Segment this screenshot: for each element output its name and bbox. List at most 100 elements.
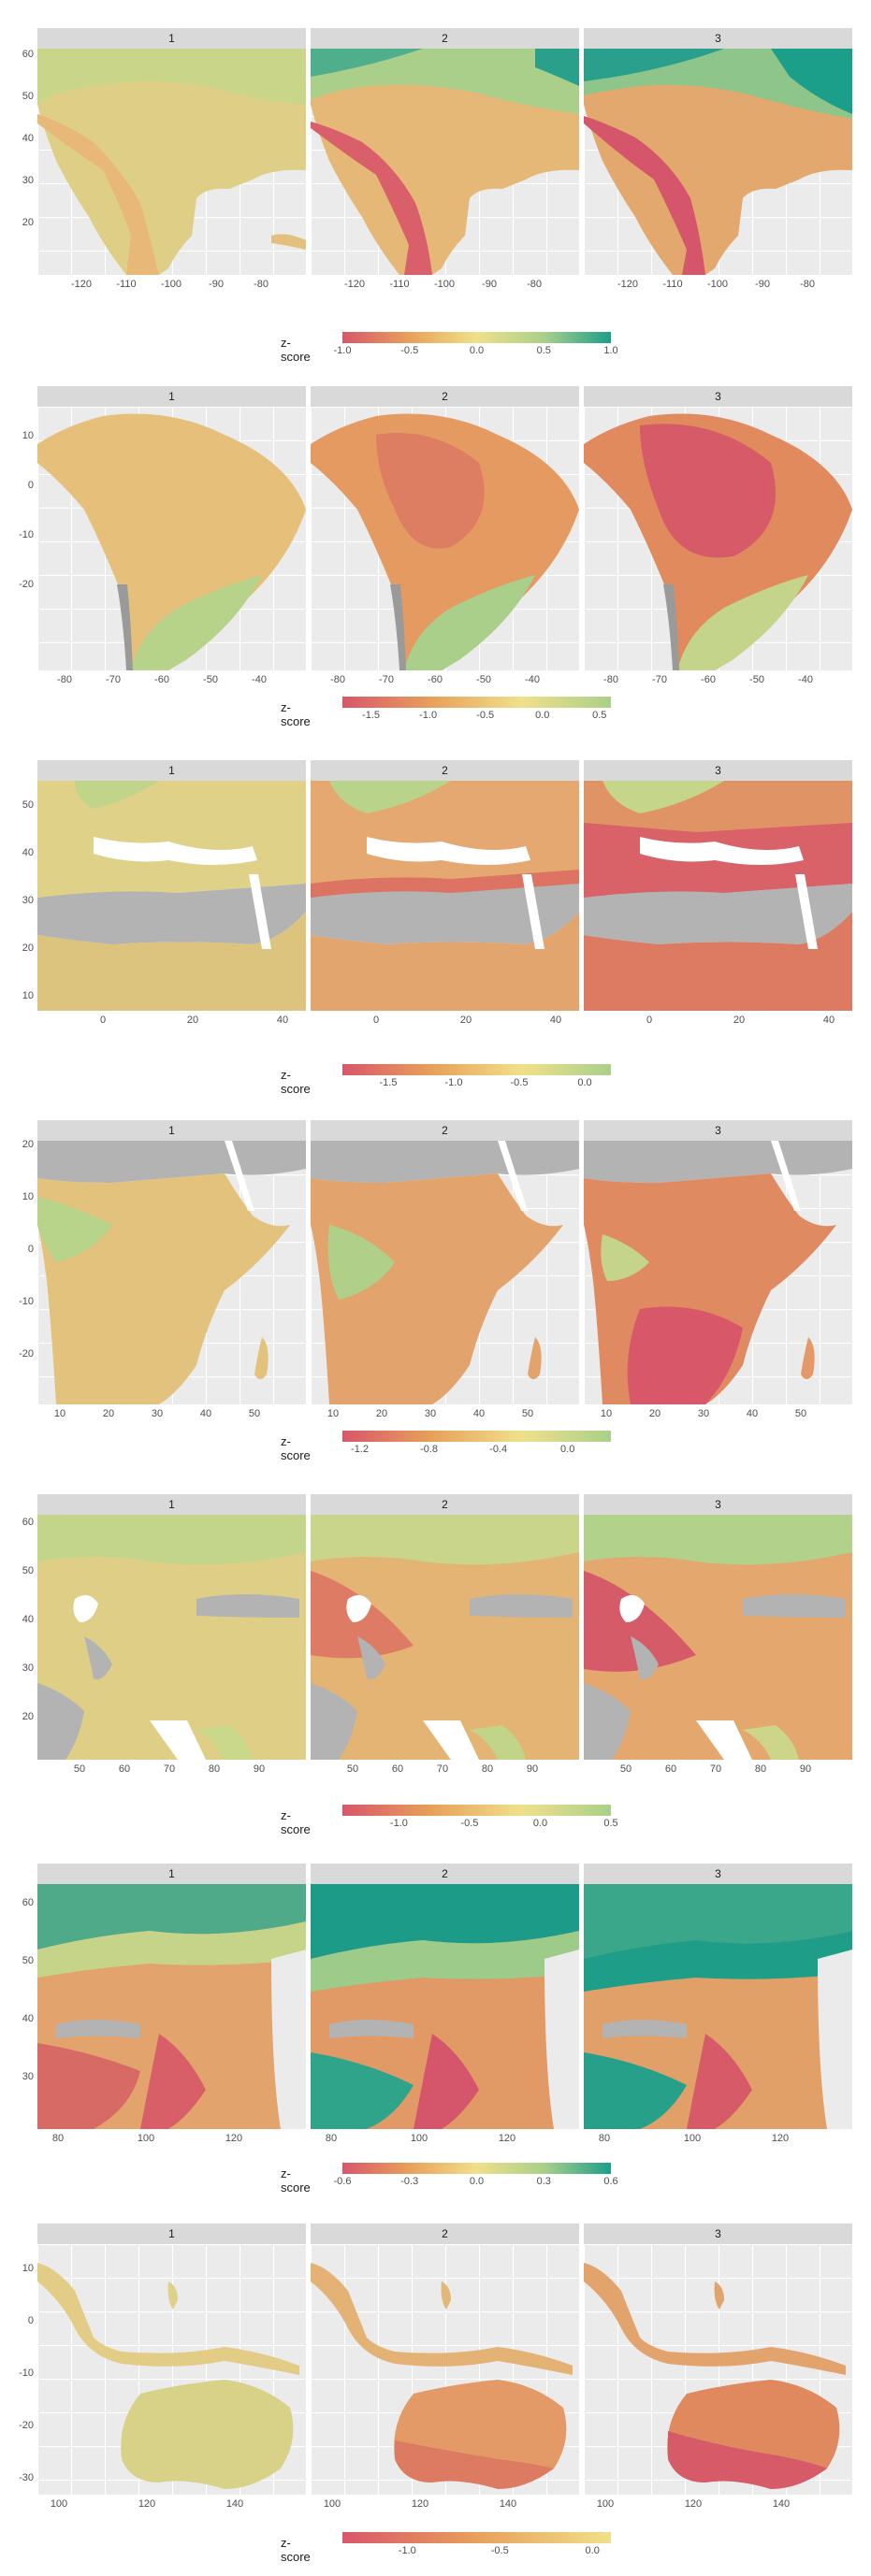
x-tick: 50 xyxy=(346,1763,359,1775)
x-tick: 10 xyxy=(327,1408,340,1419)
panel-2: 2 xyxy=(311,760,579,1011)
legend-title: z-score xyxy=(281,2536,311,2564)
panel-strip: 2 xyxy=(311,760,579,781)
map-plot xyxy=(37,49,306,275)
x-tick: 40 xyxy=(746,1408,759,1419)
y-tick: 60 xyxy=(22,49,34,60)
region-europe-north-africa: 50 40 30 20 10 1 2 xyxy=(0,760,871,1097)
legend-title: z-score xyxy=(281,1434,311,1462)
panel-3: 3 xyxy=(584,1494,852,1760)
legend-tick: 0.0 xyxy=(469,2176,485,2187)
map-plot xyxy=(584,781,852,1011)
x-tick: -110 xyxy=(116,279,137,290)
y-tick: 50 xyxy=(22,1955,34,1966)
legend-tick: -0.5 xyxy=(400,345,419,356)
region-north-america: 60 50 40 30 20 1 2 3 xyxy=(0,28,871,365)
legend-tick: 0.5 xyxy=(536,345,551,356)
x-tick: 0 xyxy=(372,1015,380,1026)
panel-1: 1 xyxy=(37,1494,306,1760)
legend-tick: -1.0 xyxy=(333,345,352,356)
map-raster xyxy=(37,2263,299,2489)
x-tick: 100 xyxy=(683,2133,702,2144)
x-tick: 20 xyxy=(648,1408,661,1419)
legend-tick: 0.0 xyxy=(560,1444,575,1455)
y-tick: 0 xyxy=(27,480,34,491)
x-tick: 50 xyxy=(794,1408,807,1419)
panel-strip: 1 xyxy=(37,28,306,49)
x-tick: -70 xyxy=(379,674,394,685)
y-tick: 40 xyxy=(22,1614,34,1625)
x-tick: 40 xyxy=(472,1408,486,1419)
legend-tick: -0.5 xyxy=(490,2545,509,2556)
legend-tick: -0.3 xyxy=(400,2176,419,2187)
y-tick: 20 xyxy=(22,943,34,954)
x-tick: 100 xyxy=(137,2133,155,2144)
panel-strip: 1 xyxy=(37,760,306,781)
map-raster xyxy=(37,1515,306,1760)
y-tick: -20 xyxy=(19,1348,34,1360)
legend-tick: 0.0 xyxy=(535,710,550,721)
panel-strip: 3 xyxy=(584,386,852,407)
x-tick: 100 xyxy=(410,2133,428,2144)
map-plot xyxy=(584,2244,852,2495)
x-tick: 90 xyxy=(253,1763,266,1775)
map-raster xyxy=(584,2263,846,2489)
x-tick: 100 xyxy=(323,2498,341,2510)
panel-strip: 1 xyxy=(37,1494,306,1515)
x-tick: 80 xyxy=(754,1763,767,1775)
x-tick: 90 xyxy=(526,1763,539,1775)
x-tick: 20 xyxy=(375,1408,388,1419)
x-tick: 40 xyxy=(549,1015,562,1026)
x-tick: 30 xyxy=(424,1408,437,1419)
y-tick: 40 xyxy=(22,2013,34,2024)
legend-title: z-score xyxy=(281,336,311,364)
region-east-asia: 60 50 40 30 1 2 xyxy=(0,1864,871,2200)
panel-strip: 3 xyxy=(584,28,852,49)
x-tick: 120 xyxy=(138,2498,156,2510)
panel-2: 2 xyxy=(311,1864,579,2129)
x-tick: -100 xyxy=(706,279,729,290)
y-tick: 50 xyxy=(22,1565,34,1576)
legend-title: z-score xyxy=(281,1068,311,1096)
region-middle-east-south-asia: 60 50 40 30 20 1 2 xyxy=(0,1494,871,1836)
x-tick: 60 xyxy=(118,1763,131,1775)
legend-tick: -0.4 xyxy=(489,1444,508,1455)
colorbar xyxy=(342,697,611,708)
x-tick: -50 xyxy=(749,674,764,685)
x-tick: 60 xyxy=(391,1763,404,1775)
x-tick: 70 xyxy=(163,1763,176,1775)
x-tick: -70 xyxy=(652,674,667,685)
map-raster xyxy=(311,781,579,1011)
map-plot xyxy=(584,49,852,275)
map-raster xyxy=(37,1884,306,2129)
panel-strip: 1 xyxy=(37,1864,306,1884)
y-tick: -10 xyxy=(19,2367,34,2379)
x-tick: 40 xyxy=(822,1015,835,1026)
x-tick: 70 xyxy=(709,1763,722,1775)
x-tick: -60 xyxy=(701,674,716,685)
panel-3: 3 xyxy=(584,386,852,670)
panel-1: 1 xyxy=(37,2223,306,2495)
colorbar xyxy=(342,1064,611,1075)
panel-1: 1 xyxy=(37,386,306,670)
x-tick: 100 xyxy=(596,2498,615,2510)
map-plot xyxy=(311,781,579,1011)
map-plot xyxy=(311,407,579,670)
x-tick: -90 xyxy=(755,279,770,290)
panel-2: 2 xyxy=(311,28,579,275)
legend-tick: 0.3 xyxy=(536,2176,551,2187)
map-raster xyxy=(584,1884,852,2129)
panel-3: 3 xyxy=(584,1120,852,1404)
panel-2: 2 xyxy=(311,386,579,670)
x-tick: -60 xyxy=(428,674,443,685)
panel-strip: 3 xyxy=(584,2223,852,2244)
panel-strip: 3 xyxy=(584,1120,852,1141)
y-tick: 60 xyxy=(22,1897,34,1908)
region-central-africa: 20 10 0 -10 -20 1 2 xyxy=(0,1120,871,1462)
panel-1: 1 xyxy=(37,1120,306,1404)
y-tick: -10 xyxy=(19,529,34,540)
y-tick: 60 xyxy=(22,1517,34,1528)
y-tick: 30 xyxy=(22,2071,34,2082)
x-tick: 0 xyxy=(646,1015,653,1026)
legend-tick: 0.0 xyxy=(532,1818,548,1829)
